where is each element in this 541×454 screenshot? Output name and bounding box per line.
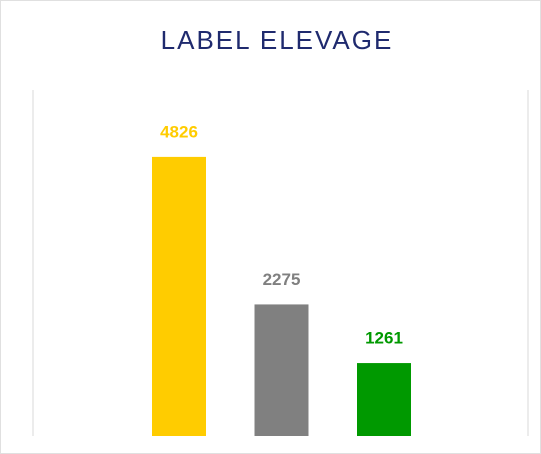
data-label: 2275: [263, 270, 301, 289]
bar: [357, 363, 411, 436]
data-label: 4826: [160, 122, 198, 141]
bar: [152, 156, 206, 436]
bar: [254, 304, 309, 436]
chart-title: LABEL ELEVAGE: [161, 25, 394, 55]
data-label: 1261: [365, 329, 403, 348]
